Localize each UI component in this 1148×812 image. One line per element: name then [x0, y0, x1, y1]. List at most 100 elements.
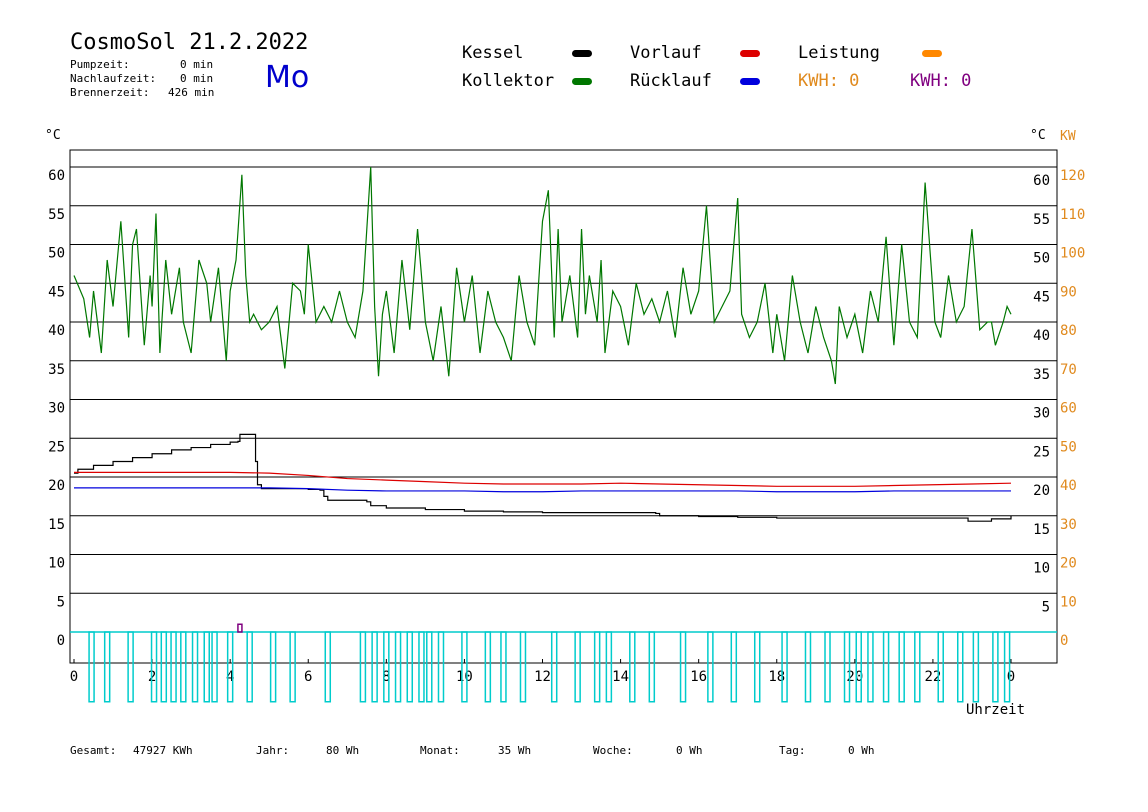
y-tick-left: 30 — [48, 401, 65, 417]
leistung-bar — [383, 631, 390, 703]
leistung-bar — [824, 631, 831, 703]
leistung-bar — [804, 631, 812, 703]
series-line-vorlauf — [74, 471, 1012, 487]
leistung-bar — [1003, 631, 1011, 703]
leistung-bar — [103, 631, 111, 703]
y-tick-right: 15 — [1033, 522, 1050, 538]
legend-leistung-label: Leistung — [798, 43, 880, 63]
y-tick-kw: 0 — [1060, 633, 1068, 649]
x-tick: 18 — [768, 669, 785, 685]
leistung-bar — [461, 631, 468, 703]
leistung-bar — [418, 631, 425, 703]
stat-pumpzeit-label: Pumpzeit: — [70, 58, 130, 71]
kwh-purple-readout: KWH: 0 — [910, 71, 972, 91]
weekday-label: Mo — [265, 60, 310, 95]
y-tick-kw: 90 — [1060, 284, 1077, 300]
leistung-bar — [426, 631, 433, 703]
leistung-bar — [406, 631, 414, 703]
leistung-bar — [289, 631, 296, 703]
leistung-bar — [437, 631, 445, 703]
leistung-bar — [160, 631, 168, 703]
y-tick-left: 5 — [57, 594, 65, 610]
leistung-bar — [211, 631, 218, 703]
leistung-bar — [937, 631, 944, 703]
leistung-bar — [992, 631, 999, 703]
y-tick-right: 60 — [1033, 173, 1050, 189]
legend-ruecklauf-label: Rücklauf — [630, 71, 712, 91]
x-tick: 0 — [70, 669, 78, 685]
leistung-bar — [203, 631, 210, 703]
kwh-orange-readout: KWH: 0 — [798, 71, 860, 91]
leistung-bar — [956, 631, 964, 703]
stat-nachlaufzeit-value: 0 min — [180, 72, 214, 85]
stat-brennerzeit-label: Brennerzeit: — [70, 86, 150, 99]
legend-leistung-swatch — [922, 50, 942, 57]
x-axis-title: Uhrzeit — [966, 702, 1026, 718]
legend-kessel-label: Kessel — [462, 43, 524, 63]
series-lines — [73, 166, 1012, 522]
y-tick-right: 40 — [1033, 328, 1050, 344]
leistung-bar — [484, 631, 492, 703]
leistung-bar — [180, 631, 187, 703]
y-tick-kw: 50 — [1060, 439, 1077, 455]
footer-gesamt-label: Gesamt: — [70, 744, 117, 757]
footer-woche-label: Woche: — [593, 744, 633, 757]
x-tick: 16 — [690, 669, 707, 685]
x-tick: 20 — [846, 669, 863, 685]
x-tick: 22 — [924, 669, 941, 685]
right-axis-unit: °C — [1030, 128, 1046, 143]
leistung-bars — [70, 623, 1057, 703]
y-tick-right: 30 — [1033, 406, 1050, 422]
y-tick-right: 55 — [1033, 212, 1050, 228]
leistung-bar — [88, 631, 95, 703]
kw-axis-unit: KW — [1060, 129, 1076, 144]
y-tick-right: 50 — [1033, 251, 1050, 267]
leistung-bar — [226, 631, 234, 703]
leistung-bar — [781, 631, 788, 703]
stat-nachlaufzeit-label: Nachlaufzeit: — [70, 72, 157, 85]
x-tick: 4 — [226, 669, 234, 685]
leistung-bar — [605, 631, 613, 703]
y-tick-kw: 20 — [1060, 556, 1077, 572]
stat-pumpzeit-value: 0 min — [180, 58, 214, 71]
y-tick-left: 0 — [57, 633, 65, 649]
leistung-bar — [867, 631, 874, 703]
leistung-bar — [191, 631, 199, 703]
x-tick: 6 — [304, 669, 312, 685]
y-tick-kw: 120 — [1060, 168, 1085, 184]
y-tick-left: 55 — [48, 207, 65, 223]
legend-ruecklauf-swatch — [740, 78, 760, 85]
leistung-bar — [574, 631, 581, 703]
leistung-bar — [707, 631, 714, 703]
leistung-bar — [359, 631, 367, 703]
footer-woche-value: 0 Wh — [676, 744, 703, 757]
leistung-bar — [843, 631, 851, 703]
leistung-bar — [914, 631, 921, 703]
leistung-bar — [269, 631, 277, 703]
leistung-bar — [127, 631, 134, 703]
y-tick-kw: 110 — [1060, 207, 1085, 223]
y-tick-kw: 10 — [1060, 594, 1077, 610]
leistung-bar — [150, 631, 158, 703]
y-tick-kw: 100 — [1060, 246, 1085, 262]
series-line-kessel — [74, 433, 1012, 522]
leistung-bar — [593, 631, 601, 703]
y-tick-left: 45 — [48, 284, 65, 300]
leistung-bar — [324, 631, 332, 703]
pump-marker — [237, 623, 243, 633]
y-tick-kw: 60 — [1060, 401, 1077, 417]
leistung-bar — [500, 631, 507, 703]
chart-title: CosmoSol 21.2.2022 — [70, 30, 309, 55]
y-tick-right: 5 — [1042, 599, 1050, 615]
left-axis-unit: °C — [45, 128, 61, 143]
plot-frame — [69, 149, 1058, 664]
leistung-bar — [550, 631, 558, 703]
y-tick-kw: 70 — [1060, 362, 1077, 378]
legend-kessel-swatch — [572, 50, 592, 57]
y-tick-left: 35 — [48, 362, 65, 378]
x-tick: 8 — [382, 669, 390, 685]
y-tick-kw: 30 — [1060, 517, 1077, 533]
footer-tag-value: 0 Wh — [848, 744, 875, 757]
